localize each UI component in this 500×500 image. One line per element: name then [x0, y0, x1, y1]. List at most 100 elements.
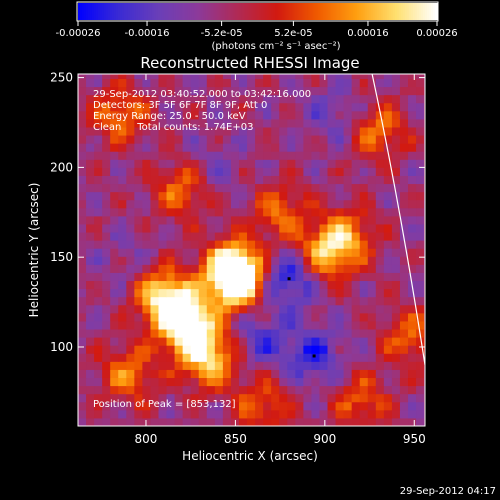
heatmap-cell	[118, 240, 127, 249]
heatmap-cell	[222, 135, 232, 144]
colorbar-cell	[135, 3, 139, 20]
heatmap-cell	[271, 102, 280, 112]
heatmap-cell	[295, 361, 304, 370]
heatmap-cell	[383, 126, 393, 136]
heatmap-cell	[166, 240, 176, 249]
colorbar-cell	[237, 3, 241, 20]
heatmap-cell	[319, 248, 329, 257]
heatmap-cell	[416, 215, 425, 225]
heatmap-cell	[383, 135, 393, 144]
heatmap-cell	[182, 94, 192, 104]
heatmap-cell	[351, 199, 361, 209]
heatmap-cell	[271, 86, 280, 96]
heatmap-cell	[230, 385, 240, 395]
heatmap-cell	[158, 74, 168, 79]
heatmap-cell	[142, 183, 151, 193]
heatmap-cell	[182, 361, 192, 370]
heatmap-cell	[94, 329, 103, 338]
heatmap-cell	[391, 401, 401, 411]
colorbar-cell	[183, 3, 187, 20]
heatmap-cell	[271, 199, 280, 209]
heatmap-cell	[327, 167, 337, 176]
heatmap-cell	[263, 288, 272, 298]
heatmap-cell	[182, 183, 192, 193]
heatmap-cell	[214, 143, 224, 152]
heatmap-cell	[327, 385, 337, 395]
colorbar-cell	[123, 3, 127, 20]
heatmap-cell	[279, 264, 288, 273]
colorbar-cell	[103, 3, 107, 20]
heatmap-cell	[279, 110, 288, 120]
heatmap-cell	[295, 135, 304, 144]
heatmap-cell	[295, 102, 304, 112]
heatmap-cell	[335, 248, 345, 257]
heatmap-cell	[166, 183, 176, 193]
heatmap-cell	[198, 272, 208, 282]
x-axis-label: Heliocentric X (arcsec)	[182, 449, 318, 463]
heatmap-cell	[134, 280, 143, 290]
heatmap-cell	[391, 78, 401, 88]
heatmap-cell	[174, 207, 184, 217]
heatmap-cell	[166, 248, 176, 257]
heatmap-cell	[78, 304, 87, 314]
heatmap-cell	[416, 110, 425, 120]
heatmap-cell	[408, 175, 417, 185]
heatmap-cell	[118, 175, 127, 185]
heatmap-cell	[279, 329, 288, 338]
heatmap-cell	[94, 288, 103, 298]
heatmap-cell	[190, 102, 200, 112]
heatmap-cell	[255, 167, 264, 176]
heatmap-cell	[416, 320, 425, 330]
heatmap-cell	[255, 320, 264, 330]
heatmap-cell	[383, 102, 393, 112]
heatmap-cell	[279, 175, 288, 185]
heatmap-cell	[311, 329, 320, 338]
heatmap-cell	[238, 191, 248, 201]
heatmap-cell	[351, 74, 361, 79]
heatmap-cell	[319, 361, 329, 370]
heatmap-cell	[86, 110, 95, 120]
heatmap-cell	[222, 369, 232, 379]
heatmap-cell	[222, 86, 232, 96]
heatmap-cell	[150, 86, 159, 96]
heatmap-cell	[222, 159, 232, 168]
heatmap-cell	[351, 191, 361, 201]
heatmap-cell	[416, 264, 425, 273]
heatmap-cell	[238, 361, 248, 370]
heatmap-cell	[287, 385, 296, 395]
colorbar-cell	[365, 3, 368, 20]
heatmap-cell	[238, 377, 248, 387]
heatmap-cell	[206, 78, 216, 88]
heatmap-cell	[367, 167, 377, 176]
heatmap-cell	[359, 86, 369, 96]
heatmap-cell	[158, 199, 168, 209]
heatmap-cell	[343, 361, 353, 370]
heatmap-cell	[230, 409, 240, 419]
heatmap-cell	[78, 191, 87, 201]
heatmap-cell	[238, 215, 248, 225]
colorbar-cell	[227, 3, 231, 20]
heatmap-cell	[158, 256, 168, 265]
heatmap-cell	[222, 393, 232, 403]
heatmap-cell	[118, 369, 127, 379]
heatmap-cell	[86, 118, 95, 128]
heatmap-cell	[238, 385, 248, 395]
heatmap-cell	[271, 264, 280, 273]
heatmap-cell	[110, 345, 119, 354]
heatmap-cell	[150, 361, 159, 370]
heatmap-cell	[255, 143, 264, 152]
heatmap-cell	[78, 248, 87, 257]
heatmap-cell	[222, 280, 232, 290]
source-marker	[312, 354, 316, 358]
heatmap-cell	[190, 86, 200, 96]
heatmap-cell	[383, 183, 393, 193]
heatmap-cell	[359, 215, 369, 225]
heatmap-cell	[110, 215, 119, 225]
heatmap-cell	[238, 74, 248, 79]
heatmap-cell	[255, 393, 264, 403]
heatmap-cell	[230, 86, 240, 96]
heatmap-cell	[319, 329, 329, 338]
heatmap-cell	[86, 329, 95, 338]
heatmap-cell	[86, 369, 95, 379]
heatmap-cell	[198, 74, 208, 79]
